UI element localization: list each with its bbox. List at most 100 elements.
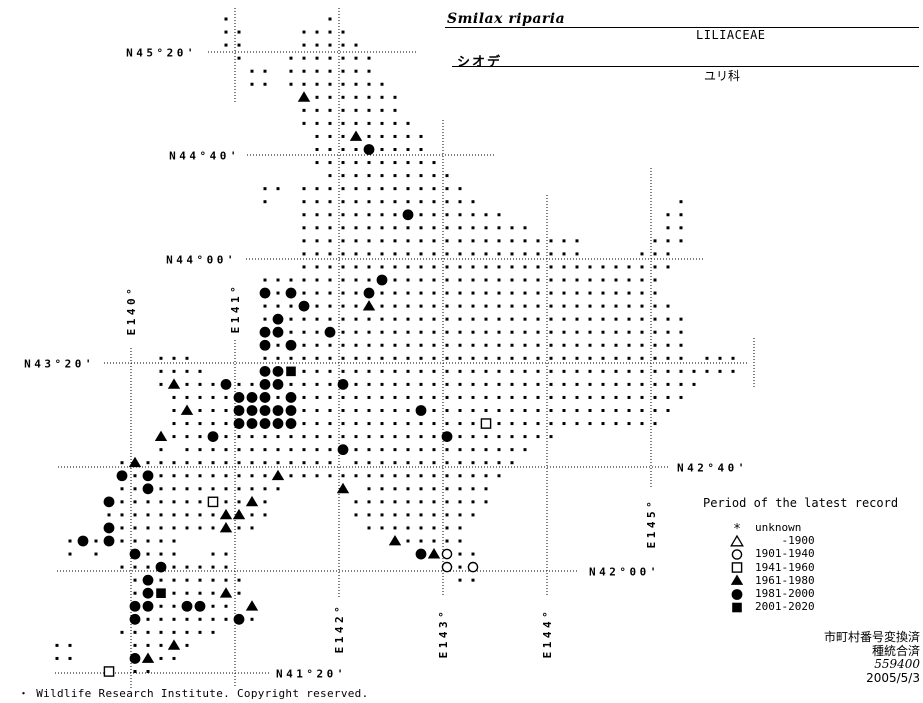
- grid-dot: [549, 278, 553, 282]
- grid-dot: [302, 108, 306, 112]
- grid-dot: [614, 330, 618, 334]
- grid-dot: [458, 422, 462, 426]
- grid-dot: [614, 395, 618, 399]
- grid-dot: [614, 422, 618, 426]
- grid-dot: [666, 395, 670, 399]
- grid-dot: [367, 69, 371, 73]
- grid-dot: [185, 643, 189, 647]
- grid-dot: [679, 382, 683, 386]
- grid-dot: [432, 500, 436, 504]
- grid-dot: [263, 317, 267, 321]
- grid-dot: [640, 409, 644, 412]
- filled-circle-marker: [259, 379, 271, 390]
- grid-dot: [575, 369, 579, 373]
- grid-dot: [640, 252, 644, 256]
- grid-dot: [445, 239, 449, 243]
- grid-dot: [367, 382, 371, 386]
- grid-dot: [328, 252, 332, 256]
- grid-dot: [523, 395, 527, 399]
- grid-dot: [237, 30, 241, 34]
- grid-dot: [406, 226, 410, 230]
- grid-dot: [666, 226, 670, 230]
- grid-dot: [224, 461, 228, 465]
- grid-dot: [432, 539, 436, 543]
- grid-dot: [549, 291, 553, 295]
- grid-dot: [380, 500, 384, 504]
- grid-dot: [679, 200, 683, 204]
- grid-dot: [380, 226, 384, 230]
- grid-dot: [393, 304, 397, 308]
- filled-triangle-marker: [297, 91, 311, 102]
- filled-circle-marker: [259, 365, 271, 377]
- grid-dot: [432, 369, 436, 373]
- grid-dot: [471, 513, 475, 517]
- grid-dot: [172, 656, 176, 660]
- grid-dot: [198, 435, 202, 439]
- grid-dot: [289, 317, 293, 321]
- grid-dot: [315, 30, 319, 34]
- grid-dot: [445, 382, 449, 386]
- grid-dot: [419, 278, 423, 282]
- grid-dot: [406, 474, 410, 478]
- family-name-japanese: ユリ科: [704, 69, 741, 83]
- grid-dot: [653, 291, 657, 295]
- grid-dot: [354, 474, 358, 478]
- grid-dot: [614, 356, 618, 360]
- grid-dot: [432, 448, 436, 452]
- grid-dot: [198, 617, 202, 621]
- grid-dot: [458, 265, 462, 269]
- grid-dot: [380, 174, 384, 178]
- grid-dot: [406, 121, 410, 125]
- grid-dot: [276, 278, 280, 282]
- grid-dot: [432, 239, 436, 243]
- grid-dot: [419, 174, 423, 178]
- grid-dot: [458, 239, 462, 243]
- grid-dot: [679, 343, 683, 347]
- filled-circle-marker: [155, 561, 167, 573]
- filled-square-marker: [156, 588, 166, 598]
- grid-dot: [367, 395, 371, 399]
- filled-triangle-marker: [219, 508, 233, 520]
- grid-dot: [406, 291, 410, 295]
- filled-circle-marker: [259, 339, 271, 351]
- grid-dot: [120, 526, 124, 530]
- grid-dot: [250, 461, 254, 465]
- grid-dot: [367, 422, 371, 426]
- grid-dot: [458, 369, 462, 373]
- grid-dot: [276, 461, 280, 465]
- grid-dot: [497, 317, 501, 321]
- grid-dot: [653, 395, 657, 399]
- grid-dot: [211, 422, 215, 426]
- filled-circle-marker: [246, 405, 258, 416]
- grid-dot: [510, 395, 514, 399]
- grid-dot: [393, 356, 397, 360]
- grid-dot: [432, 317, 436, 321]
- grid-dot: [419, 200, 423, 204]
- grid-dot: [328, 278, 332, 282]
- grid-dot: [380, 252, 384, 256]
- grid-dot: [367, 239, 371, 243]
- latitude-label: N44°40': [169, 150, 240, 163]
- grid-dot: [393, 395, 397, 399]
- grid-dot: [250, 474, 254, 478]
- grid-dot: [172, 539, 176, 543]
- grid-dot: [406, 356, 410, 360]
- grid-dot: [354, 252, 358, 256]
- filled-circle-marker: [285, 287, 297, 299]
- open-circle-marker: [467, 561, 479, 573]
- grid-dot: [198, 448, 202, 452]
- grid-dot: [68, 539, 72, 543]
- grid-dot: [107, 513, 111, 517]
- filled-circle-marker: [376, 274, 388, 286]
- grid-dot: [471, 265, 475, 269]
- subtitle-underline: [452, 66, 919, 67]
- grid-dot: [458, 526, 462, 530]
- filled-circle-icon: [731, 588, 743, 600]
- grid-dot: [315, 343, 319, 347]
- grid-dot: [367, 56, 371, 60]
- grid-dot: [289, 330, 293, 334]
- grid-dot: [211, 487, 215, 491]
- grid-dot: [497, 382, 501, 386]
- grid-dot: [133, 539, 137, 543]
- grid-dot: [601, 278, 605, 282]
